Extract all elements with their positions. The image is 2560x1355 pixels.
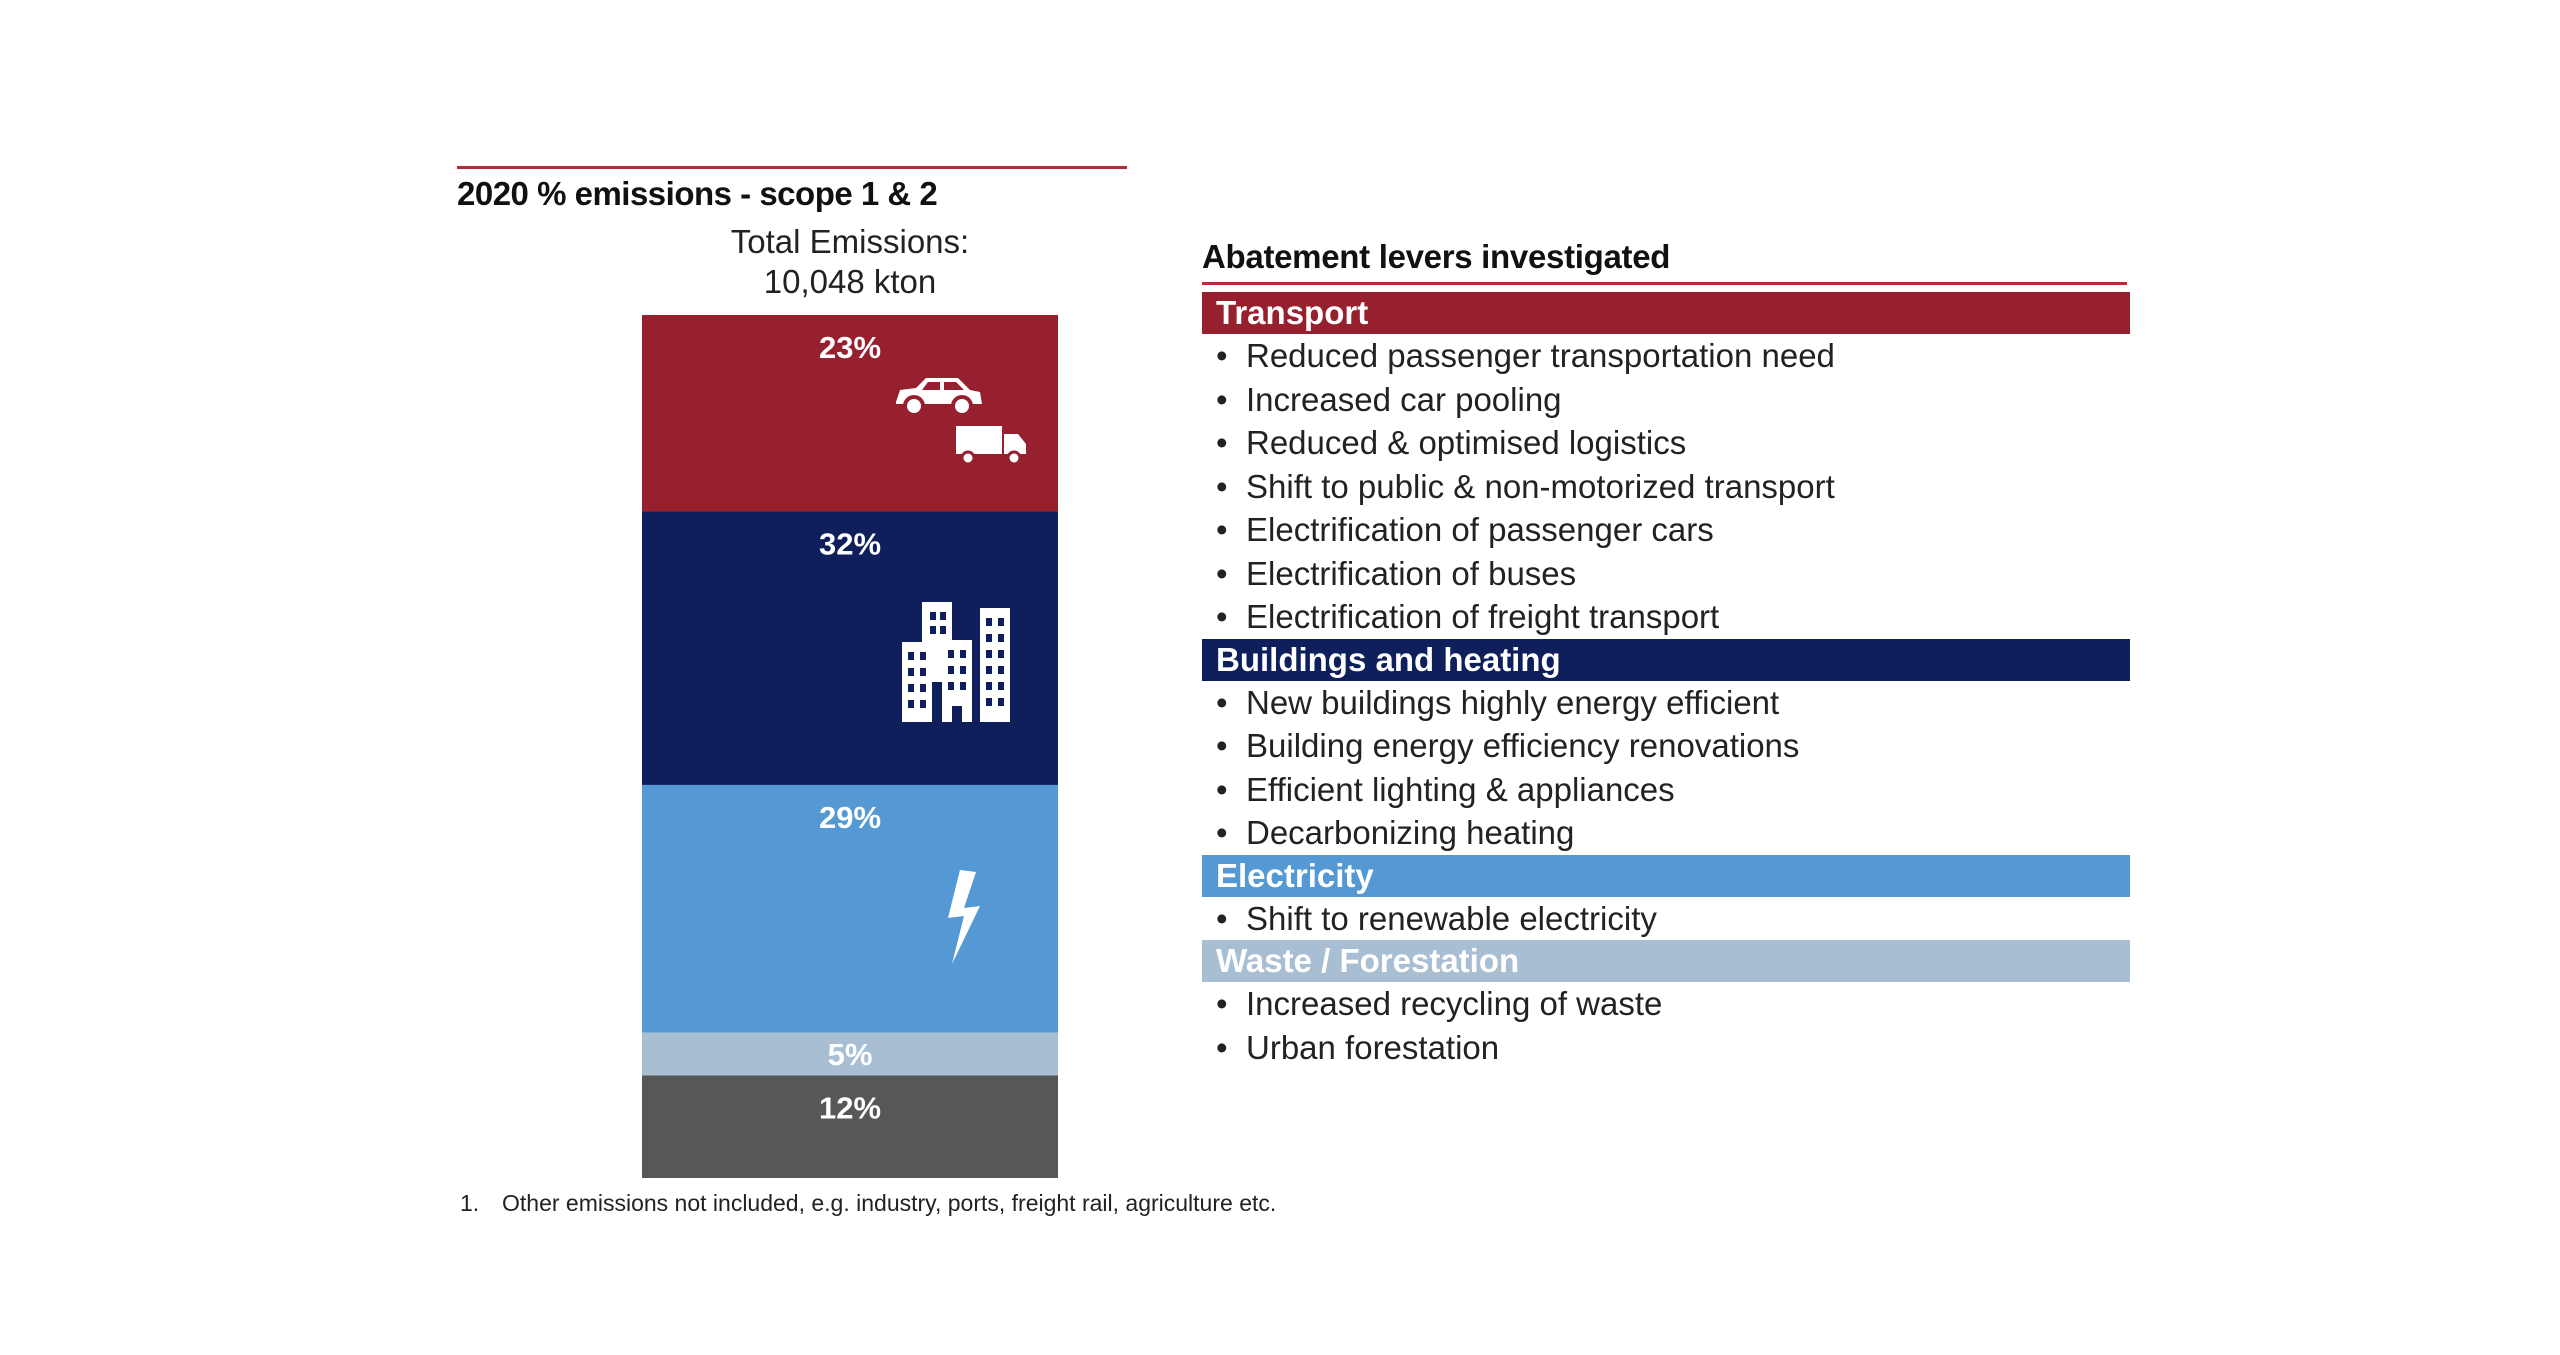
bullet-icon: • [1216,380,1228,418]
bullet-icon: • [1216,985,1228,1022]
bar-segment-2 [642,784,1058,1033]
lever-item-text: Reduced passenger transportation need [1246,337,1835,374]
footnote-text: Other emissions not included, e.g. indus… [502,1190,1277,1216]
lever-item: • Increased recycling of waste [1202,982,2130,1026]
total-emissions-label: Total Emissions: 10,048 kton [640,222,1060,302]
footnote-number: 1. [460,1190,480,1216]
bar-segment-label-0: 23% [819,330,881,365]
lever-item-text: Urban forestation [1246,1028,1500,1066]
lever-item: • Efficient lighting & appliances [1202,768,2130,812]
bullet-icon: • [1216,727,1228,764]
total-emissions-line1: Total Emissions: [730,223,970,260]
levers-title: Abatement levers investigated [1202,238,2127,285]
lever-item: • New buildings highly energy efficient [1202,681,2130,725]
lever-item: • Decarbonizing heating [1202,811,2130,855]
lever-item-text: Shift to renewable electricity [1246,899,1657,937]
category-header-waste-forestation: Waste / Forestation [1202,940,2130,982]
chart-title: 2020 % emissions - scope 1 & 2 [457,166,1127,213]
bullet-icon: • [1216,598,1228,635]
bullet-icon: • [1216,467,1228,505]
truck-icon [956,426,1026,466]
bullet-icon: • [1216,814,1228,851]
bar-segment-label-2: 29% [819,800,881,835]
bullet-icon: • [1216,511,1228,548]
lever-item-text: New buildings highly energy efficient [1246,683,1780,721]
lever-item: • Urban forestation [1202,1026,2130,1070]
lever-item: • Reduced & optimised logistics [1202,421,2130,465]
buildings-icon [902,602,1010,722]
lightning-bolt [948,870,980,964]
lever-item-text: Increased car pooling [1246,380,1562,418]
car-icon [896,378,982,417]
levers-list: Transport • Reduced passenger transportati… [1202,292,2130,1069]
bar-segment-3 [642,1032,1058,1076]
bar-segment-label-4: 12% [819,1090,881,1125]
lever-item-text: Electrification of passenger cars [1246,511,1714,548]
lever-item: • Electrification of buses [1202,552,2130,596]
footnote: 1. Other emissions not included, e.g. ind… [460,1190,1276,1217]
lever-item-text: Electrification of freight transport [1246,598,1720,635]
lever-item-text: Reduced & optimised logistics [1246,424,1687,461]
category-header-buildings-and-heating: Buildings and heating [1202,638,2130,681]
bar-segment-label-1: 32% [819,527,881,562]
buildings-shape [902,602,1010,722]
category-header-transport: Transport [1202,292,2130,334]
lever-item: • Increased car pooling [1202,378,2130,422]
lever-item: • Shift to public & non-motorized transpo… [1202,465,2130,509]
lever-item-text: Increased recycling of waste [1246,985,1663,1022]
category-header-electricity: Electricity [1202,854,2130,897]
lever-item-text: Building energy efficiency renovations [1246,727,1800,764]
bullet-icon: • [1216,683,1228,721]
bar-segment-label-3: 5% [828,1037,873,1072]
bar-segment-4 [642,1075,1058,1178]
bar-segment-0 [642,315,1058,512]
car-truck-icon [896,378,1026,466]
bullet-icon: • [1216,424,1228,461]
bullet-icon: • [1216,1028,1228,1066]
lever-item-text: Electrification of buses [1246,554,1577,592]
lever-item: • Electrification of freight transport [1202,595,2130,639]
lever-item-text: Shift to public & non-motorized transpor… [1246,467,1835,505]
lever-item-text: Efficient lighting & appliances [1246,770,1675,808]
lever-item: • Electrification of passenger cars [1202,508,2130,552]
bullet-icon: • [1216,337,1228,374]
bullet-icon: • [1216,899,1228,937]
lever-item: • Building energy efficiency renovations [1202,724,2130,768]
bullet-icon: • [1216,554,1228,592]
lightning-icon [948,870,980,964]
bullet-icon: • [1216,770,1228,808]
total-emissions-value: 10,048 kton [763,263,937,300]
lever-item-text: Decarbonizing heating [1246,814,1575,851]
lever-item: • Shift to renewable electricity [1202,897,2130,941]
lever-item: • Reduced passenger transportation need [1202,334,2130,378]
